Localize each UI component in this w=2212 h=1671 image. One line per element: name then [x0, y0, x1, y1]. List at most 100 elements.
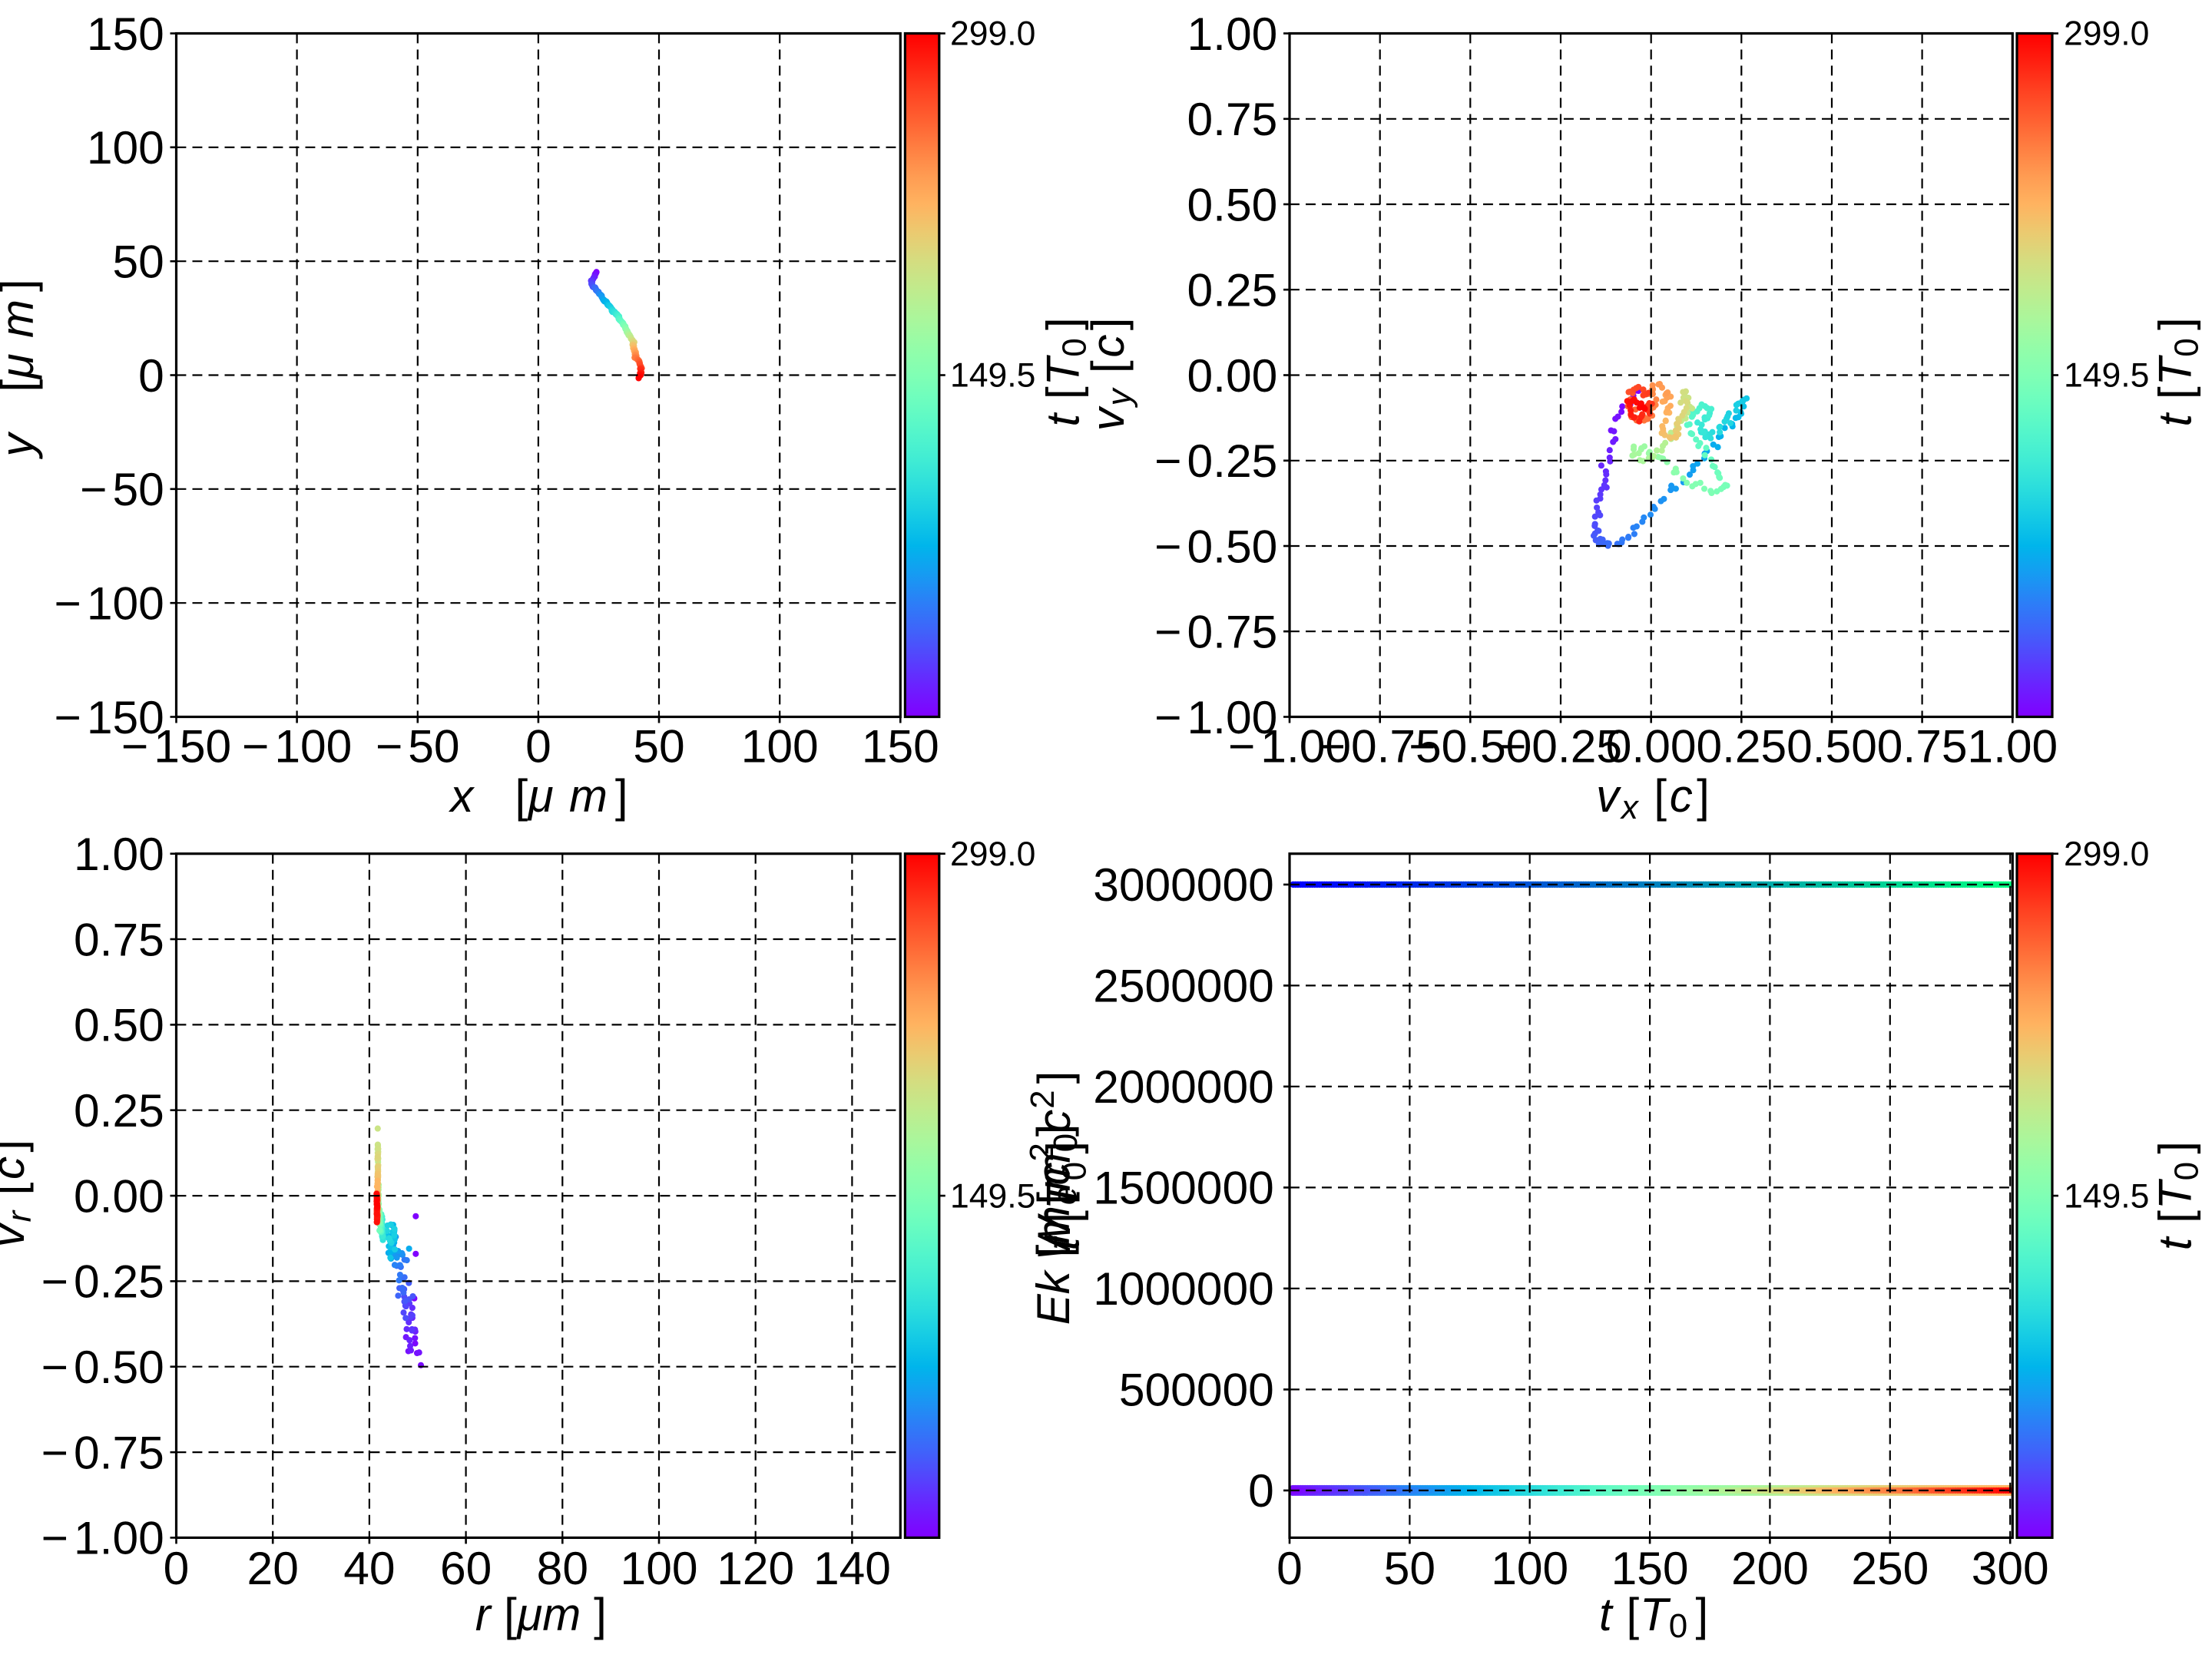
- svg-text:0.75: 0.75: [1187, 93, 1278, 145]
- svg-text:−0.75: −0.75: [1319, 720, 1442, 772]
- svg-text:2000000: 2000000: [1093, 1061, 1274, 1113]
- svg-text:150: 150: [87, 8, 164, 60]
- svg-text:100: 100: [741, 720, 819, 772]
- svg-text:m: m: [542, 1589, 581, 1640]
- svg-text:0: 0: [138, 349, 164, 402]
- svg-text:[: [: [1038, 386, 1089, 399]
- svg-text:]: ]: [1038, 1141, 1089, 1154]
- svg-text:t: t: [1038, 1236, 1089, 1250]
- svg-text:]: ]: [615, 770, 628, 822]
- svg-text:y: y: [1101, 387, 1138, 409]
- svg-text:[: [: [504, 1589, 517, 1640]
- svg-text:2500000: 2500000: [1093, 960, 1274, 1012]
- svg-text:T: T: [1038, 1178, 1089, 1209]
- svg-text:]: ]: [1082, 318, 1134, 331]
- svg-text:0.25: 0.25: [1187, 264, 1278, 316]
- svg-text:]: ]: [2150, 1141, 2201, 1154]
- svg-text:[: [: [1654, 770, 1667, 822]
- svg-text:m: m: [1028, 1206, 1079, 1244]
- svg-text:c: c: [1028, 1110, 1080, 1133]
- svg-text:−0.25: −0.25: [1154, 435, 1277, 487]
- svg-text:−0.50: −0.50: [1154, 520, 1277, 572]
- svg-text:−0.50: −0.50: [1409, 720, 1532, 772]
- svg-text:−0.25: −0.25: [41, 1256, 164, 1308]
- svg-text:−0.75: −0.75: [41, 1426, 164, 1478]
- svg-text:t: t: [1038, 412, 1089, 427]
- svg-text:0: 0: [525, 720, 551, 772]
- svg-text:0.50: 0.50: [74, 999, 164, 1051]
- svg-text:]: ]: [2150, 317, 2201, 330]
- svg-text:0.75: 0.75: [1877, 720, 1968, 772]
- svg-text:299.0: 299.0: [2064, 836, 2149, 873]
- svg-text:2: 2: [1024, 1090, 1061, 1108]
- svg-text:0.25: 0.25: [1696, 720, 1786, 772]
- svg-text:80: 80: [537, 1542, 588, 1594]
- svg-text:100: 100: [621, 1542, 698, 1594]
- svg-text:c: c: [0, 1156, 34, 1180]
- svg-text:20: 20: [247, 1542, 299, 1594]
- svg-text:0.50: 0.50: [1187, 178, 1278, 230]
- svg-text:c: c: [1670, 770, 1693, 822]
- svg-text:W: W: [1028, 1213, 1080, 1260]
- svg-text:c: c: [1082, 335, 1134, 358]
- svg-text:−0.25: −0.25: [1499, 720, 1622, 772]
- svg-text:100: 100: [87, 121, 164, 174]
- svg-text:x: x: [448, 770, 475, 822]
- svg-text:1000000: 1000000: [1093, 1262, 1274, 1315]
- svg-text:v: v: [1596, 770, 1621, 822]
- svg-text:[: [: [0, 379, 43, 392]
- svg-text:[: [: [1038, 1210, 1089, 1223]
- svg-text:v: v: [0, 1222, 34, 1247]
- svg-text:149.5: 149.5: [950, 357, 1035, 395]
- svg-text:]: ]: [1028, 1071, 1080, 1084]
- svg-text:149.5: 149.5: [950, 1177, 1035, 1215]
- svg-text:299.0: 299.0: [950, 836, 1035, 873]
- svg-text:−150: −150: [54, 691, 164, 743]
- svg-text:0: 0: [164, 1542, 190, 1594]
- svg-text:−0.75: −0.75: [1154, 606, 1277, 658]
- svg-text:T: T: [1038, 354, 1089, 385]
- svg-text:[: [: [2150, 386, 2201, 399]
- svg-text:μ: μ: [515, 1589, 542, 1640]
- svg-text:60: 60: [440, 1542, 492, 1594]
- svg-text:0: 0: [1056, 1162, 1094, 1180]
- svg-text:2: 2: [1023, 1143, 1061, 1161]
- svg-text:149.5: 149.5: [2064, 357, 2149, 395]
- svg-text:140: 140: [813, 1542, 891, 1594]
- svg-text:]: ]: [1038, 317, 1089, 330]
- svg-text:0.75: 0.75: [74, 913, 164, 965]
- svg-text:500000: 500000: [1119, 1364, 1274, 1416]
- svg-text:0: 0: [2168, 338, 2206, 356]
- svg-text:0.00: 0.00: [1606, 720, 1697, 772]
- svg-text:[: [: [1028, 1244, 1079, 1257]
- svg-text:t: t: [2150, 412, 2201, 427]
- svg-text:0: 0: [2168, 1162, 2206, 1180]
- svg-text:T: T: [2150, 1178, 2201, 1209]
- svg-text:[: [: [515, 770, 528, 822]
- svg-text:0: 0: [1277, 1542, 1303, 1594]
- svg-text:149.5: 149.5: [2064, 1177, 2149, 1215]
- svg-text:e: e: [1046, 1186, 1084, 1205]
- svg-text:1.00: 1.00: [1967, 720, 2058, 772]
- svg-text:μ: μ: [0, 353, 43, 380]
- svg-text:]: ]: [1697, 770, 1710, 822]
- svg-text:120: 120: [717, 1542, 794, 1594]
- svg-text:r: r: [1, 1209, 38, 1223]
- svg-text:t: t: [2150, 1236, 2201, 1250]
- svg-text:50: 50: [633, 720, 684, 772]
- svg-text:[: [: [1626, 1589, 1639, 1640]
- svg-text:50: 50: [112, 235, 164, 287]
- svg-text:0: 0: [1669, 1607, 1687, 1645]
- svg-text:100: 100: [1491, 1542, 1568, 1594]
- svg-text:t: t: [1599, 1589, 1614, 1640]
- svg-text:50: 50: [1384, 1542, 1435, 1594]
- svg-text:0.25: 0.25: [74, 1084, 164, 1137]
- svg-text:3000000: 3000000: [1093, 859, 1274, 911]
- svg-text:−1.00: −1.00: [41, 1512, 164, 1564]
- svg-text:[: [: [1028, 1192, 1080, 1205]
- svg-text:]: ]: [1028, 1124, 1079, 1137]
- svg-text:0.00: 0.00: [74, 1170, 164, 1222]
- svg-text:−50: −50: [376, 720, 460, 772]
- svg-text:−1.00: −1.00: [1228, 720, 1351, 772]
- svg-text:]: ]: [594, 1589, 607, 1640]
